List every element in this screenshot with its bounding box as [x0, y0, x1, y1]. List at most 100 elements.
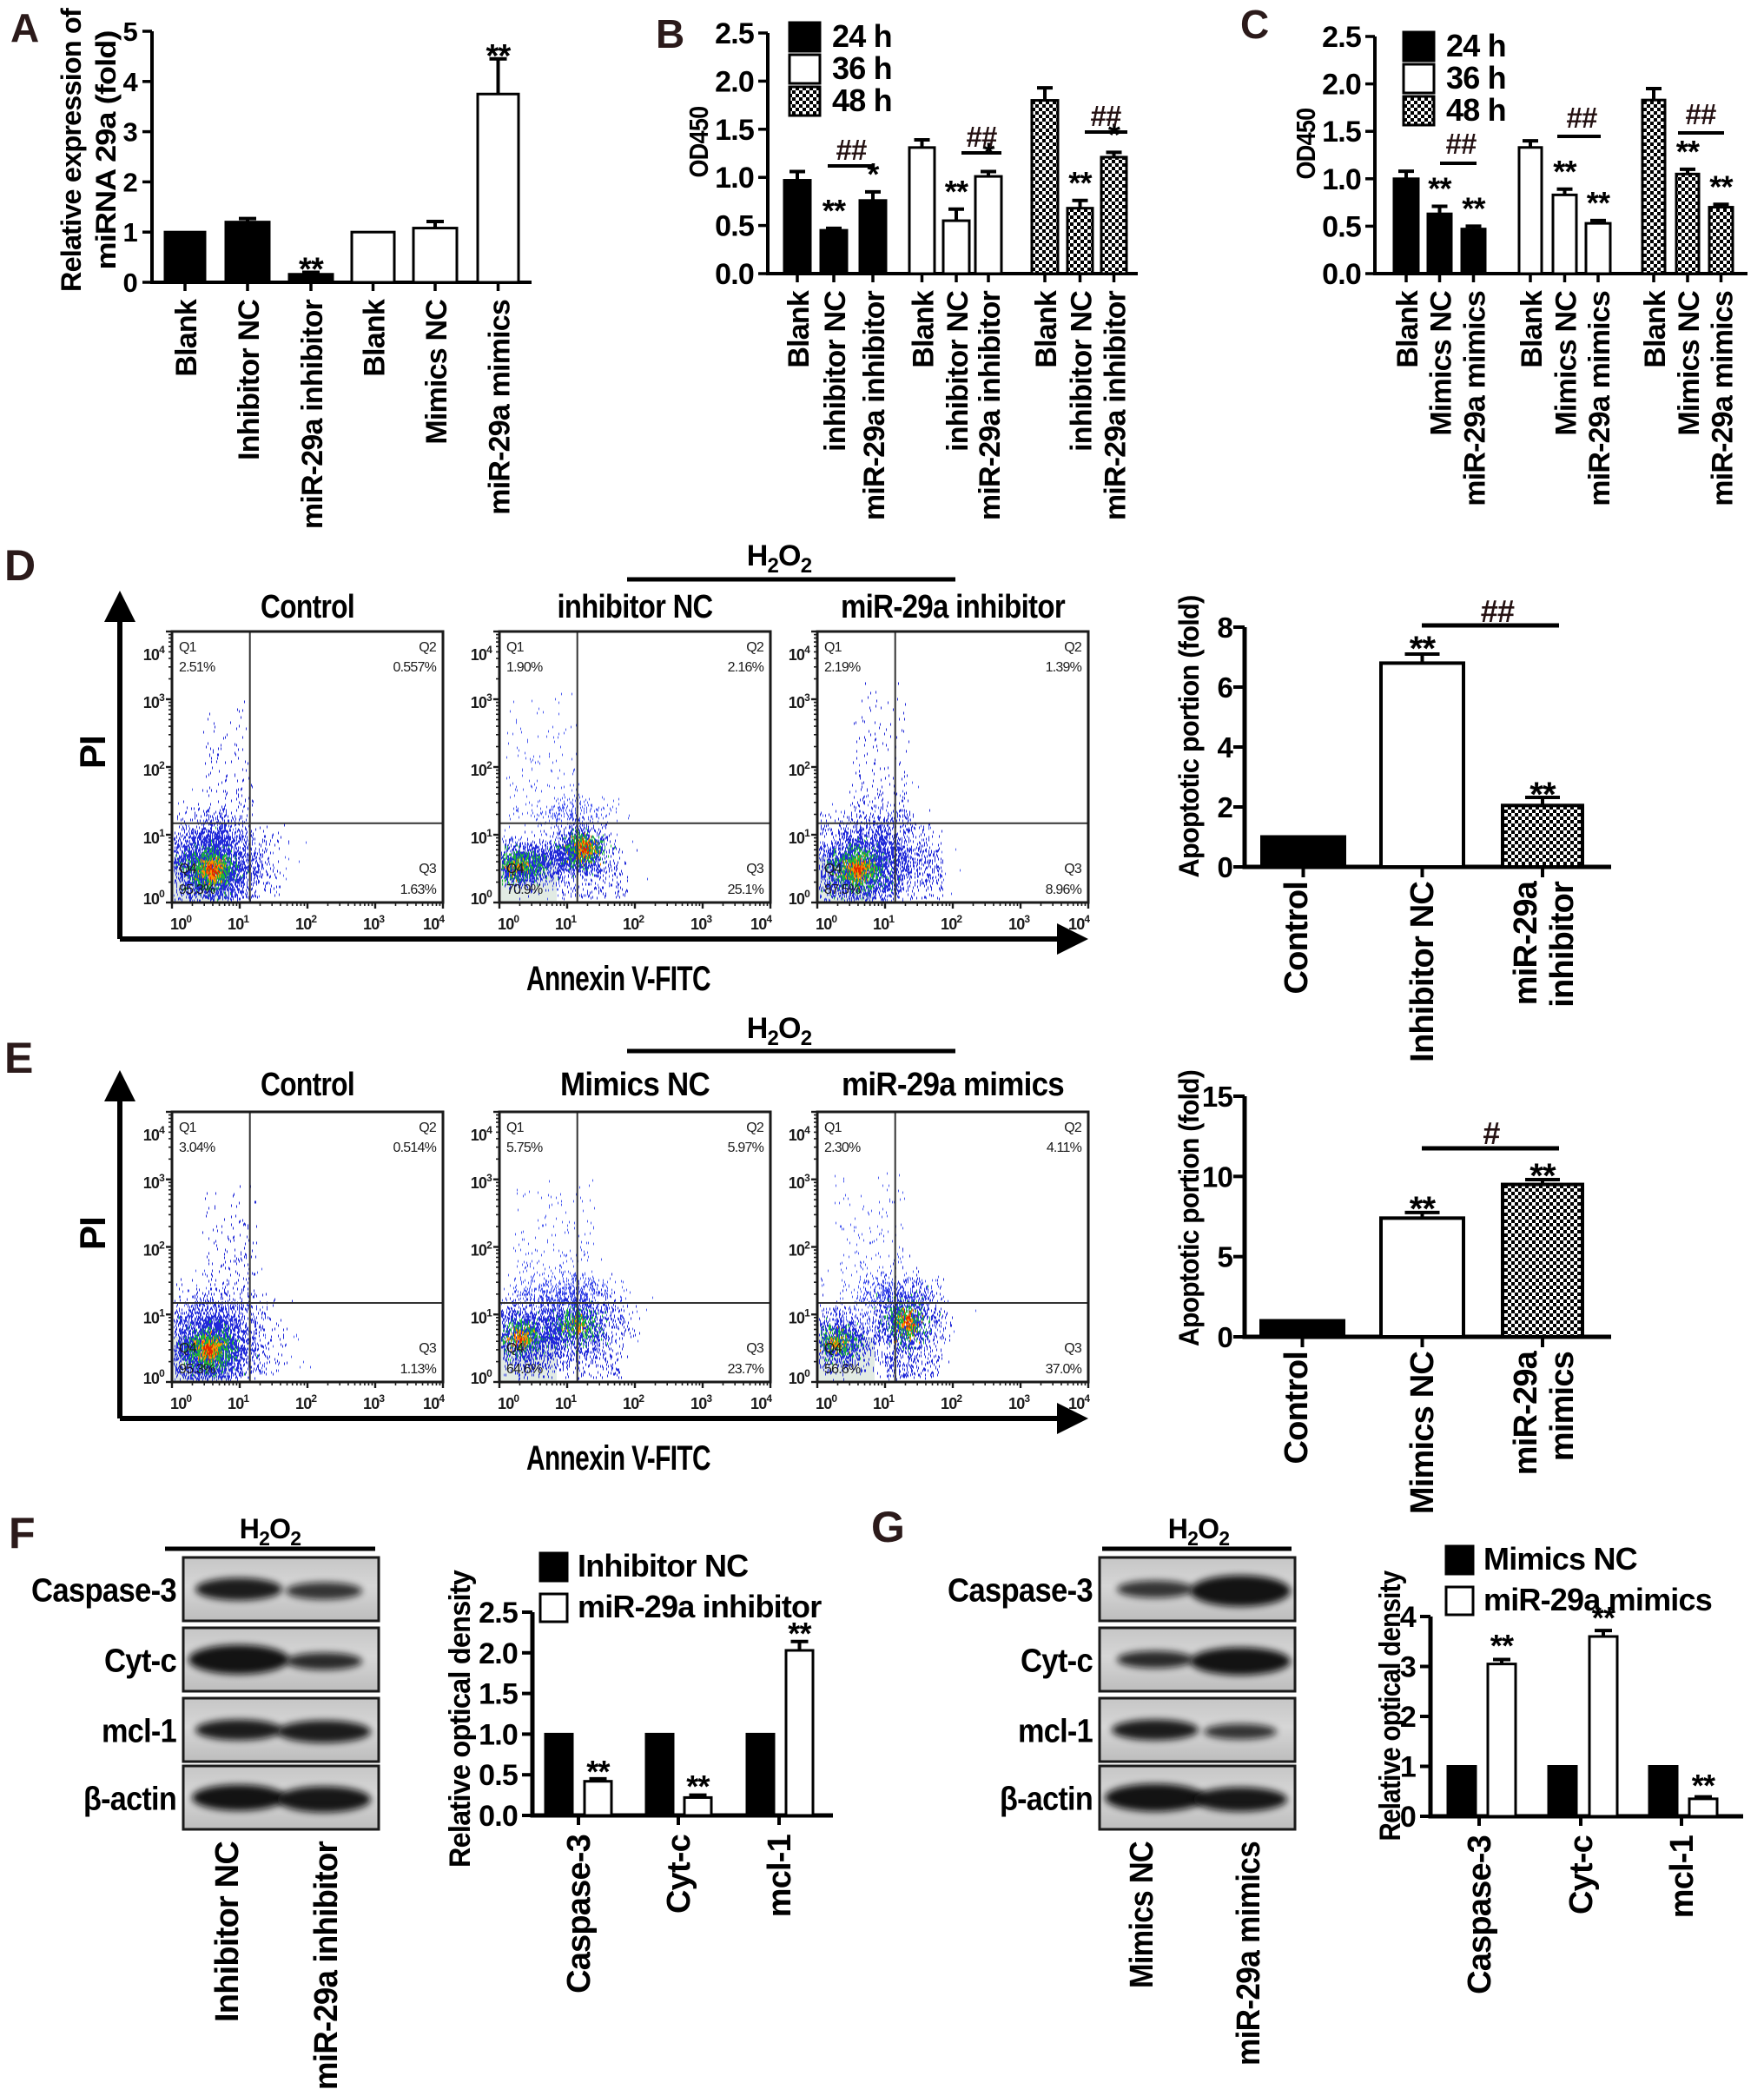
svg-text:**: ** — [945, 174, 968, 209]
svg-text:Inhibitor NC: Inhibitor NC — [233, 300, 266, 460]
svg-text:PI: PI — [72, 1217, 113, 1250]
svg-text:0.5: 0.5 — [479, 1759, 518, 1792]
svg-text:2.51%: 2.51% — [179, 660, 215, 675]
svg-text:0.5: 0.5 — [715, 210, 754, 243]
svg-text:23.7%: 23.7% — [728, 1362, 764, 1377]
svg-text:Q4: Q4 — [824, 862, 842, 876]
svg-text:G: G — [871, 1503, 904, 1551]
svg-text:#: # — [1483, 1115, 1500, 1151]
svg-text:mcl-1: mcl-1 — [102, 1714, 177, 1750]
svg-text:3: 3 — [1400, 1651, 1416, 1684]
svg-text:Apoptotic portion (fold): Apoptotic portion (fold) — [1173, 1070, 1205, 1346]
svg-text:miR-29a mimics: miR-29a mimics — [1459, 291, 1492, 506]
svg-text:H2O2: H2O2 — [1168, 1513, 1229, 1550]
svg-text:Caspase-3: Caspase-3 — [561, 1835, 598, 1994]
svg-text:Q1: Q1 — [179, 1121, 197, 1135]
svg-text:4: 4 — [123, 67, 139, 97]
svg-text:2.0: 2.0 — [1322, 69, 1361, 102]
svg-text:Control: Control — [1278, 1352, 1315, 1464]
svg-text:##: ## — [836, 134, 867, 166]
svg-text:8.96%: 8.96% — [1046, 883, 1082, 897]
svg-text:Control: Control — [261, 589, 354, 625]
svg-text:Caspase-3: Caspase-3 — [31, 1573, 176, 1610]
svg-text:Q2: Q2 — [1064, 1121, 1082, 1135]
svg-text:Q3: Q3 — [746, 862, 764, 876]
svg-text:10: 10 — [1202, 1160, 1232, 1193]
svg-text:5.75%: 5.75% — [506, 1141, 543, 1155]
svg-text:Mimics NC: Mimics NC — [1404, 1352, 1441, 1514]
svg-text:Mimics NC: Mimics NC — [1124, 1841, 1160, 1988]
svg-text:1.5: 1.5 — [1322, 116, 1361, 149]
svg-text:2: 2 — [1217, 791, 1232, 823]
svg-text:D: D — [4, 541, 35, 590]
svg-text:Annexin V-FITC: Annexin V-FITC — [526, 960, 710, 998]
svg-text:**: ** — [1592, 1600, 1615, 1636]
svg-text:24 h: 24 h — [1446, 28, 1506, 63]
svg-text:miR-29a: miR-29a — [1508, 1350, 1544, 1475]
svg-text:2: 2 — [123, 167, 137, 197]
svg-text:Q2: Q2 — [746, 1121, 764, 1135]
svg-text:mcl-1: mcl-1 — [1664, 1835, 1701, 1918]
svg-text:Q3: Q3 — [746, 1341, 764, 1356]
svg-text:Cyt-c: Cyt-c — [104, 1643, 177, 1680]
svg-text:0.5: 0.5 — [1322, 210, 1361, 243]
svg-text:1.0: 1.0 — [479, 1718, 518, 1751]
svg-text:2.5: 2.5 — [1322, 21, 1361, 54]
svg-text:##: ## — [1685, 98, 1716, 130]
svg-text:Inhibitor NC: Inhibitor NC — [1404, 882, 1441, 1062]
svg-text:2.16%: 2.16% — [728, 660, 764, 675]
svg-text:Annexin V-FITC: Annexin V-FITC — [526, 1439, 710, 1478]
svg-text:0: 0 — [1217, 1321, 1232, 1353]
svg-text:miR-29a mimics: miR-29a mimics — [1483, 1582, 1712, 1617]
svg-text:1: 1 — [123, 217, 138, 248]
svg-text:4: 4 — [1400, 1601, 1417, 1634]
svg-text:Blank: Blank — [1030, 290, 1063, 367]
svg-text:Control: Control — [1278, 882, 1315, 994]
svg-text:Inhibitor NC: Inhibitor NC — [209, 1841, 246, 2022]
svg-text:0.0: 0.0 — [1322, 258, 1361, 291]
svg-text:Q2: Q2 — [419, 1121, 437, 1135]
svg-text:**: ** — [1529, 1157, 1556, 1195]
svg-text:Q1: Q1 — [506, 640, 525, 655]
svg-text:Q4: Q4 — [179, 862, 197, 876]
svg-text:inhibitor NC: inhibitor NC — [941, 291, 974, 452]
svg-text:**: ** — [1068, 165, 1092, 201]
svg-text:**: ** — [1709, 169, 1733, 204]
svg-text:48 h: 48 h — [1446, 92, 1506, 128]
svg-text:*: * — [867, 156, 879, 192]
svg-text:Cyt-c: Cyt-c — [1563, 1835, 1600, 1914]
svg-text:miR-29a inhibitor: miR-29a inhibitor — [296, 299, 329, 529]
svg-text:miR-29a: miR-29a — [1508, 880, 1544, 1005]
svg-text:**: ** — [1676, 134, 1700, 169]
svg-text:miR-29a mimics: miR-29a mimics — [1583, 291, 1616, 506]
svg-text:H2O2: H2O2 — [747, 1012, 812, 1050]
svg-text:**: ** — [486, 38, 512, 75]
svg-text:inhibitor NC: inhibitor NC — [1066, 291, 1099, 452]
svg-text:Mimics NC: Mimics NC — [420, 300, 453, 445]
svg-text:inhibitor NC: inhibitor NC — [819, 291, 852, 452]
svg-text:1.13%: 1.13% — [400, 1362, 437, 1377]
svg-text:mcl-1: mcl-1 — [762, 1834, 798, 1917]
svg-text:Cyt-c: Cyt-c — [1021, 1643, 1093, 1680]
svg-text:Mimics NC: Mimics NC — [1673, 291, 1706, 436]
svg-text:##: ## — [1090, 100, 1121, 132]
svg-text:**: ** — [1553, 154, 1576, 189]
svg-text:**: ** — [686, 1769, 710, 1804]
svg-text:37.0%: 37.0% — [1046, 1362, 1082, 1377]
svg-text:24 h: 24 h — [832, 18, 892, 54]
svg-text:Q4: Q4 — [179, 1341, 197, 1356]
svg-text:1.5: 1.5 — [479, 1678, 518, 1711]
svg-text:Q3: Q3 — [419, 862, 437, 876]
svg-text:6: 6 — [1217, 671, 1232, 704]
svg-text:**: ** — [1692, 1768, 1715, 1803]
svg-text:95.3%: 95.3% — [179, 1362, 215, 1377]
svg-text:70.9%: 70.9% — [506, 883, 543, 897]
svg-text:Blank: Blank — [1639, 290, 1672, 367]
svg-text:0: 0 — [1217, 851, 1232, 883]
svg-text:**: ** — [1410, 1190, 1437, 1228]
svg-text:miR-29a mimics: miR-29a mimics — [484, 300, 517, 515]
svg-text:E: E — [4, 1034, 33, 1082]
svg-text:OD450: OD450 — [684, 107, 714, 178]
svg-text:8: 8 — [1217, 612, 1232, 644]
svg-text:36 h: 36 h — [832, 50, 892, 86]
